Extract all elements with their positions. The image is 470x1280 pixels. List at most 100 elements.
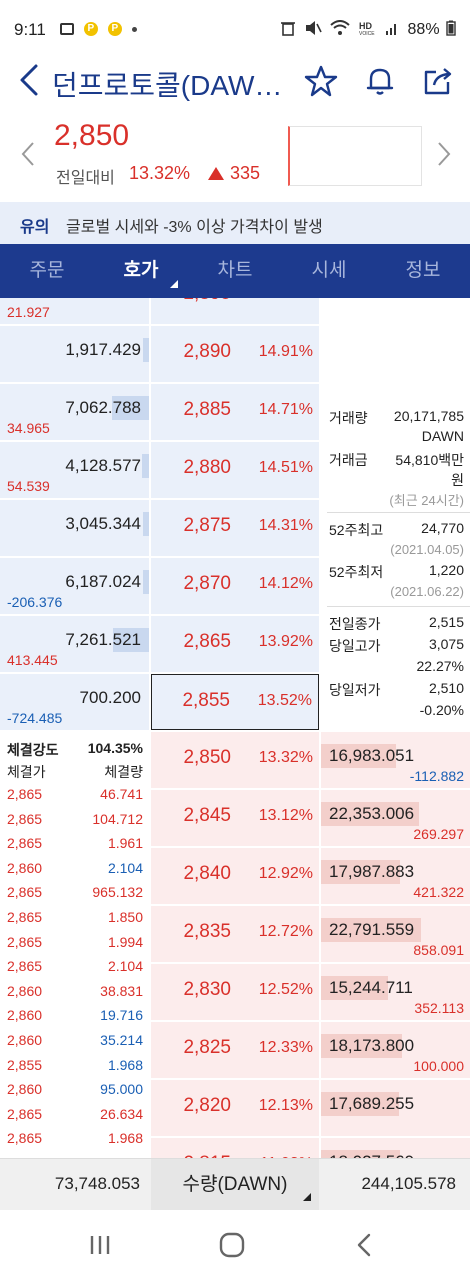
next-coin-arrow-icon[interactable] [436,140,452,168]
ask-price-cell[interactable]: 2,885 14.71% [151,384,319,440]
bid-volume-cell[interactable]: 22,353.006 269.297 [321,790,470,846]
warning-notice[interactable]: 유의 글로벌 시세와 -3% 이상 가격차이 발생 [0,202,470,244]
page-title: 던프로토콜(DAW… [52,70,283,101]
ask-price-cell[interactable]: 2,880 14.51% [151,442,319,498]
trade-qty: 26.634 [100,1105,143,1122]
trade-price: 2,865 [7,1130,43,1147]
signal-icon [386,24,397,35]
trade-qty: 35.214 [100,1032,143,1048]
recent-apps-icon[interactable] [83,1228,117,1262]
trade-history[interactable]: 체결강도 104.35% 체결가 체결량 2,865 46.741 2,865 104… [0,730,149,1158]
ask-price-pct: 14.91% [258,343,313,360]
trade-qty: 95.000 [100,1081,143,1098]
ask-volume: 4,128.577 [65,456,141,475]
battery-icon [446,20,456,36]
trade-price: 2,865 [7,909,43,925]
bid-volume-cell[interactable]: 16,983.051 -112.882 [321,732,470,788]
trade-qty: 2.104 [107,859,143,876]
trade-strength-value: 104.35% [87,740,143,756]
ask-volume: 7,062.788 [65,398,141,417]
unit-selector[interactable]: 수량(DAWN) [151,1159,319,1211]
info-divider [327,512,470,513]
ask-total: 73,748.053 [54,1174,140,1193]
trade-price: 2,860 [7,1007,43,1024]
day-high-label: 당일고가 [329,638,381,654]
trade-qty: 46.741 [100,786,143,802]
bid-volume-cell[interactable]: 18,173.800 100.000 [321,1022,470,1078]
notice-message: 글로벌 시세와 -3% 이상 가격차이 발생 [66,219,323,236]
bid-price-cell[interactable]: 2,835 12.72% [151,906,319,962]
bid-total: 244,105.578 [361,1174,456,1193]
tab-quotes[interactable]: 시세 [311,260,347,281]
bid-volume-bar [321,802,419,826]
ask-volume-cell[interactable]: 7,261.521 413.445 [0,616,149,672]
trade-row: 2,865 1.961 [7,835,143,859]
share-icon[interactable] [422,64,456,98]
ask-price-pct: 14.71% [258,401,313,418]
mini-chart[interactable] [288,126,422,186]
back-arrow-icon[interactable] [16,62,40,98]
wifi-icon [330,20,350,35]
ask-volume-cell[interactable]: 6,187.024 -206.376 [0,558,149,614]
bid-price-cell[interactable]: 2,820 12.13% [151,1080,319,1136]
ask-volume-change: 54.539 [7,478,50,494]
home-icon[interactable] [215,1228,249,1262]
trade-row: 2,855 1.968 [7,1057,143,1081]
ask-price-pct: 13.52% [257,692,312,709]
bid-price: 2,825 [183,1037,231,1058]
bid-price-cell[interactable]: 2,815 11.93% [151,1138,319,1158]
change-amount: 335 [208,163,260,184]
low52-label: 52주최저 [329,564,384,580]
ask-volume-cell[interactable]: 3,045.344 [0,500,149,556]
bid-price-cell[interactable]: 2,840 12.92% [151,848,319,904]
tab-info[interactable]: 정보 [405,260,441,281]
bid-price-cell[interactable]: 2,830 12.52% [151,964,319,1020]
p-app-icon: P [83,22,98,37]
ask-price-cell[interactable]: 2,870 14.12% [151,558,319,614]
trade-row: 2,865 46.741 [7,786,143,810]
ask-price-cell[interactable]: 2,890 14.91% [151,326,319,382]
tab-orderbook[interactable]: 호가 [94,244,188,298]
order-book[interactable]: 21.927 1,917.429 7,062.788 34.965 4,128.577 5… [0,298,470,1158]
bell-icon[interactable] [363,64,397,98]
ask-price-cell[interactable]: 2,875 14.31% [151,500,319,556]
bid-price-pct: 12.52% [258,981,313,998]
bid-volume-bar [321,860,400,884]
bid-volume-cell[interactable]: 18,027.569 [321,1138,470,1158]
svg-text:VOICE: VOICE [359,31,375,36]
high52-label: 52주최고 [329,522,384,538]
bid-volume-cell[interactable]: 17,987.883 421.322 [321,848,470,904]
bid-volume-cell[interactable]: 22,791.559 858.091 [321,906,470,962]
trade-price: 2,865 [7,884,43,901]
ask-price-pct: 14.31% [258,517,313,534]
ask-volume-cell[interactable]: 1,917.429 [0,326,149,382]
change-percent: 13.32% [129,163,191,183]
ask-volume-cell[interactable]: 21.927 [0,298,149,324]
ask-volume: 3,045.344 [65,514,141,533]
trade-row: 2,860 38.831 [7,983,143,1007]
trade-qty: 104.712 [92,810,143,827]
ask-volume-cell[interactable]: 700.200 -724.485 [0,674,149,730]
mute-icon [305,21,322,35]
trade-price: 2,860 [7,982,43,999]
bid-volume-cell[interactable]: 17,689.255 [321,1080,470,1136]
prev-coin-arrow-icon[interactable] [20,140,36,168]
bid-price-cell[interactable]: 2,845 13.12% [151,790,319,846]
ask-volume-cell[interactable]: 4,128.577 54.539 [0,442,149,498]
tab-chart[interactable]: 차트 [217,260,253,281]
trade-header-row: 체결가 체결량 [7,762,143,786]
ask-volume-column: 21.927 1,917.429 7,062.788 34.965 4,128.577 5… [0,298,149,1158]
back-icon[interactable] [347,1228,381,1262]
bid-price-cell[interactable]: 2,825 12.33% [151,1022,319,1078]
tab-bar: 주문 호가 차트 시세 정보 [0,244,470,298]
star-icon[interactable] [304,64,338,98]
ask-price-cell[interactable]: 2,865 13.92% [151,616,319,672]
tab-order[interactable]: 주문 [29,260,65,281]
ask-price-cell[interactable]: 2,855 13.52% [151,674,319,730]
ask-volume-cell[interactable]: 7,062.788 34.965 [0,384,149,440]
ask-price-cell[interactable]: 2,895 15.11% [151,298,319,324]
bid-price-cell[interactable]: 2,850 13.32% [151,732,319,788]
trade-price: 2,860 [7,1081,43,1098]
bid-volume-cell[interactable]: 15,244.711 352.113 [321,964,470,1020]
trade-price: 2,865 [7,1105,43,1122]
